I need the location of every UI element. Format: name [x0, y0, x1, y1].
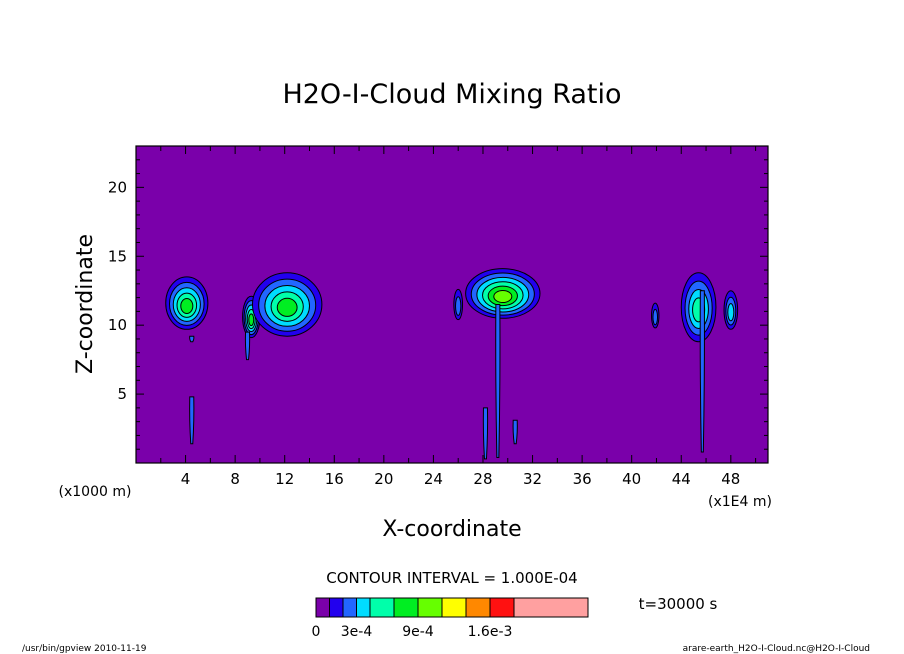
cloud-7 — [680, 272, 717, 343]
colorbar-swatch-10 — [513, 597, 589, 618]
colorbar-swatch-2 — [342, 597, 357, 618]
y-unit-label: (x1000 m) — [59, 484, 132, 500]
plot-frame — [135, 145, 769, 464]
filament-2 — [244, 331, 251, 361]
filament-5-shape — [189, 396, 195, 445]
filament-4 — [699, 290, 705, 453]
colorbar-swatch-8 — [465, 597, 491, 618]
colorbar-swatch-6 — [417, 597, 443, 618]
cloud-3-contour-5 — [276, 297, 298, 317]
footer-right: arare-earth_H2O-I-Cloud.nc@H2O-I-Cloud — [683, 644, 870, 654]
cloud-3 — [251, 272, 323, 337]
cloud-8-contour-3 — [727, 303, 735, 322]
colorbar-tick-label: 1.6e-3 — [468, 624, 513, 640]
y-tick-label: 15 — [108, 247, 127, 265]
colorbar-swatch-5 — [393, 597, 419, 618]
colorbar-tick-label: 3e-4 — [341, 624, 373, 640]
cloud-1 — [165, 276, 209, 330]
filament-6 — [482, 407, 489, 460]
cloud-6 — [651, 302, 660, 329]
colorbar-tick-label: 9e-4 — [402, 624, 434, 640]
colorbar-swatch-7 — [441, 597, 467, 618]
filament-6-shape — [482, 407, 489, 460]
x-axis-ticks: 4 8 12 16 20 24 28 32 36 40 44 48 — [160, 146, 757, 488]
filament-4-shape — [699, 290, 705, 453]
colorbar-swatch-1 — [329, 597, 344, 618]
x-tick-label: 4 — [181, 470, 191, 488]
x-tick-label: 16 — [325, 470, 344, 488]
x-tick-label: 12 — [275, 470, 294, 488]
cloud-5 — [465, 268, 541, 319]
filament-1 — [189, 335, 195, 343]
x-axis-label: X-coordinate — [382, 517, 521, 542]
cloud-4 — [453, 288, 464, 321]
cloud-8 — [723, 290, 739, 330]
footer-left: /usr/bin/gpview 2010-11-19 — [22, 644, 147, 654]
x-tick-label: 8 — [230, 470, 240, 488]
cloud-1-contour-5 — [180, 297, 194, 314]
colorbar-swatch-4 — [369, 597, 395, 618]
plot-background — [136, 146, 768, 463]
cloud-4-contour-2 — [455, 296, 462, 316]
colorbar-tick-label: 0 — [312, 624, 321, 640]
y-tick-label: 10 — [108, 316, 127, 334]
filament-5 — [189, 396, 195, 445]
x-tick-label: 32 — [523, 470, 542, 488]
filament-7-shape — [512, 419, 518, 445]
colorbar — [315, 597, 589, 618]
x-unit-label: (x1E4 m) — [708, 494, 772, 510]
filament-7 — [512, 419, 518, 445]
colorbar-swatch-9 — [489, 597, 515, 618]
y-axis-label: Z-coordinate — [73, 234, 98, 374]
filament-3-shape — [495, 304, 501, 458]
filament-1-shape — [189, 335, 195, 343]
x-tick-label: 20 — [374, 470, 393, 488]
y-axis-ticks: 5 10 15 20 — [108, 159, 768, 450]
filament-3 — [495, 304, 501, 458]
colorbar-ticks: 0 3e-4 9e-4 1.6e-3 — [312, 624, 513, 640]
x-tick-label: 44 — [672, 470, 691, 488]
cloud-2-contour-5 — [248, 313, 255, 327]
chart-title: H2O-I-Cloud Mixing Ratio — [282, 79, 621, 110]
colorbar-swatch-3 — [356, 597, 371, 618]
cloud-6-contour-2 — [652, 308, 659, 326]
time-label: t=30000 s — [639, 595, 718, 613]
plot-area — [135, 145, 769, 464]
x-tick-label: 36 — [573, 470, 592, 488]
x-tick-label: 24 — [424, 470, 443, 488]
x-tick-label: 48 — [721, 470, 740, 488]
cloud-5-contour-6 — [493, 289, 513, 304]
x-tick-label: 40 — [622, 470, 641, 488]
filament-2-shape — [244, 331, 251, 361]
y-tick-label: 20 — [108, 178, 127, 196]
colorbar-swatch-0 — [315, 597, 330, 618]
contour-interval-label: CONTOUR INTERVAL = 1.000E-04 — [326, 569, 577, 587]
y-tick-label: 5 — [117, 385, 127, 403]
x-tick-label: 28 — [473, 470, 492, 488]
